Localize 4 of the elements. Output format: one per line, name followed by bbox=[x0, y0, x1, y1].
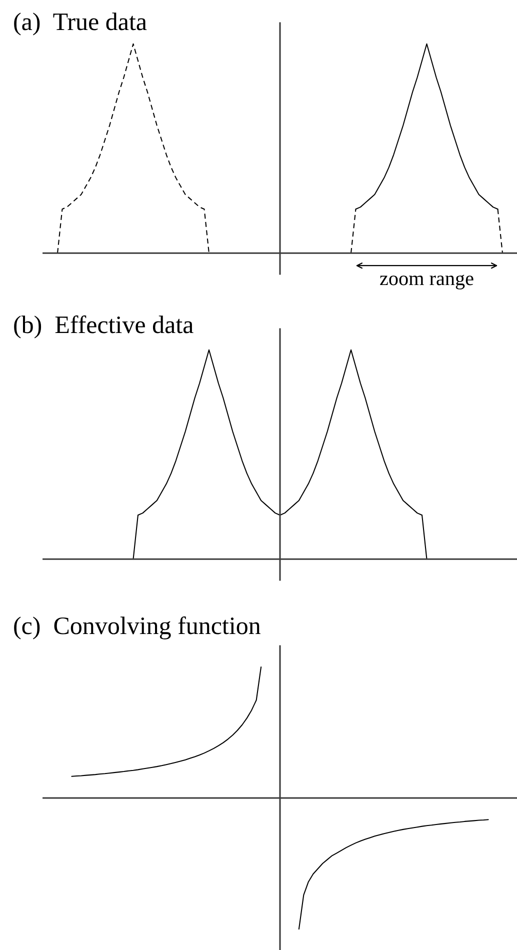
chart-title: (a) True data bbox=[14, 12, 147, 36]
chart-title: (c) Convolving function bbox=[14, 616, 260, 640]
text: zoom range bbox=[380, 274, 474, 290]
chart-title: (b) Effective data bbox=[14, 315, 194, 338]
